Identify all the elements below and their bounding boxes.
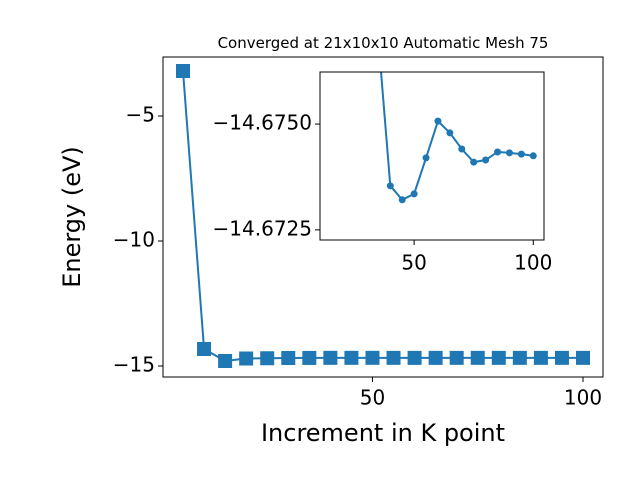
data-marker: [281, 351, 296, 365]
y-axis-label: Energy (eV): [58, 146, 86, 288]
plot-layer: [380, 72, 537, 204]
x-axis-label: Increment in K point: [261, 419, 505, 447]
data-marker: [428, 350, 443, 365]
y-tick-label: −15: [113, 353, 155, 377]
data-marker: [505, 149, 513, 157]
x-tick-label: 100: [514, 251, 552, 275]
plot-area: [320, 72, 544, 240]
data-marker: [533, 350, 548, 365]
x-tick-label: 50: [360, 386, 385, 410]
data-marker: [494, 148, 502, 156]
y-tick-label: −14.6725: [213, 216, 312, 240]
data-marker: [517, 150, 525, 158]
data-marker: [197, 342, 212, 356]
data-marker: [386, 350, 401, 365]
data-marker: [410, 190, 418, 198]
data-marker: [239, 351, 254, 366]
data-marker: [218, 354, 233, 368]
data-marker: [302, 350, 317, 365]
plot-layer: [176, 64, 590, 368]
data-marker: [260, 351, 275, 366]
axes-frame: [319, 71, 545, 241]
axes-frame: [162, 56, 604, 378]
data-marker: [344, 350, 359, 365]
data-marker: [365, 350, 380, 365]
data-marker: [422, 154, 430, 162]
data-marker: [470, 350, 485, 365]
data-marker: [470, 158, 478, 166]
y-tick-label: −10: [113, 228, 155, 252]
x-tick-label: 50: [401, 251, 426, 275]
y-tick-label: −14.6750: [213, 111, 312, 135]
data-marker: [529, 152, 537, 160]
data-marker: [482, 156, 490, 164]
data-marker: [449, 350, 464, 365]
data-marker: [323, 350, 338, 365]
data-marker: [554, 350, 569, 365]
data-marker: [407, 350, 422, 365]
data-marker: [458, 145, 466, 153]
data-marker: [491, 350, 506, 365]
data-marker: [176, 64, 190, 78]
x-tick-label: 100: [564, 386, 602, 410]
data-marker: [434, 117, 442, 125]
y-tick-label: −5: [126, 103, 155, 127]
data-marker: [512, 350, 527, 365]
data-marker: [576, 350, 590, 365]
data-marker: [446, 129, 454, 137]
chart-title: Converged at 21x10x10 Automatic Mesh 75: [218, 34, 549, 52]
data-marker: [398, 196, 406, 204]
data-marker: [386, 182, 394, 190]
